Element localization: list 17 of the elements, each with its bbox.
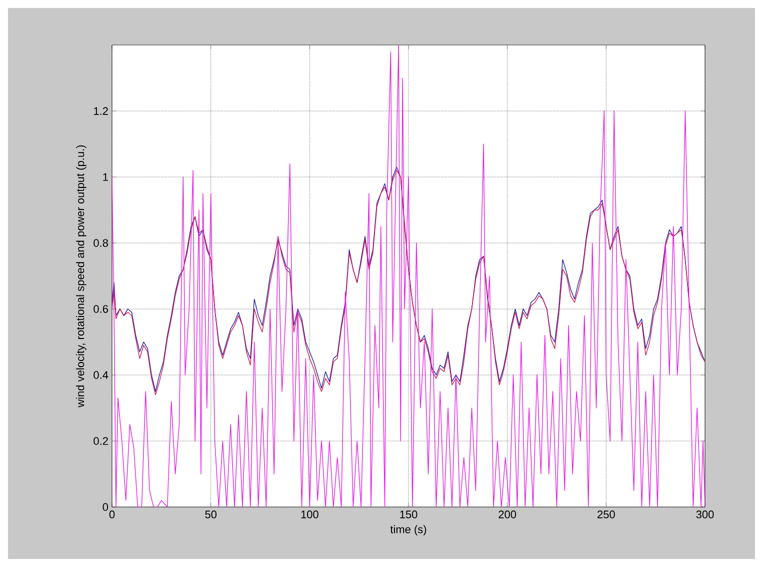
y-axis-title: wind velocity, rotational speed and power output (p.u.): [76, 145, 86, 408]
line-series: [112, 44, 705, 507]
x-tick-label: 200: [498, 510, 516, 518]
y-tick-label: 0.6: [94, 305, 108, 313]
y-tick-label: 1: [103, 173, 108, 181]
x-tick-label: 300: [696, 510, 714, 518]
x-tick-label: 100: [301, 510, 318, 518]
x-tick-label: 150: [400, 510, 418, 518]
y-tick-label: 0.8: [94, 239, 108, 247]
y-tick-label: 0: [102, 503, 108, 511]
x-axis-title: time (s): [390, 525, 426, 536]
y-tick-label: 1.2: [94, 107, 108, 115]
x-tick-label: 50: [205, 510, 217, 518]
y-tick-label: 0.2: [94, 437, 108, 445]
x-tick-label: 250: [598, 510, 615, 518]
x-tick-label: 0: [109, 510, 115, 518]
y-tick-label: 0.4: [94, 371, 108, 379]
